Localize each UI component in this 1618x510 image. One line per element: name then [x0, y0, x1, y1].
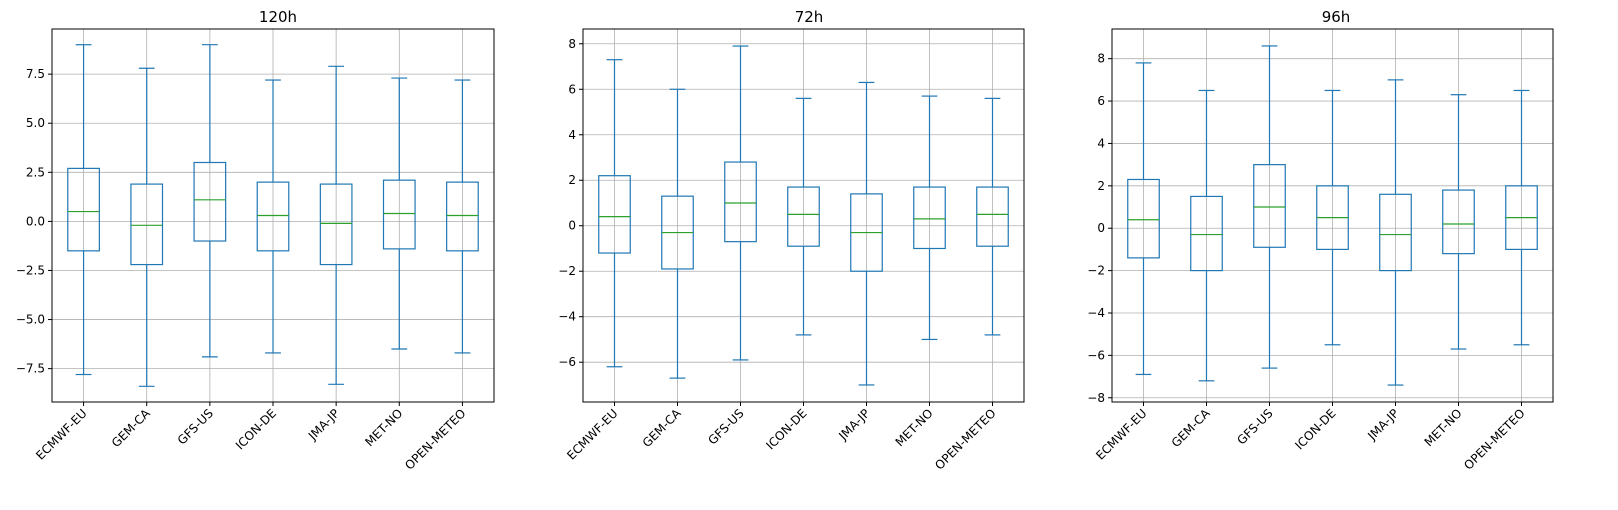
box-gem-ca: [130, 67, 164, 387]
y-tick-label: 2: [1097, 179, 1105, 193]
subplot-title: 72h: [795, 8, 824, 26]
y-tick-label: −5.0: [16, 313, 45, 327]
subplot-120h: 120h −7.5 −5.0 −2.5 0.0 2.5 5.0 7.5 ECMWF-EU GEM…: [16, 8, 495, 473]
y-axis: −7.5 −5.0 −2.5 0.0 2.5 5.0 7.5: [16, 67, 52, 376]
iqr-box: [1253, 164, 1286, 248]
x-tick-label: MET-NO: [893, 406, 936, 449]
x-tick-label: ICON-DE: [1292, 406, 1338, 452]
x-tick-label: ICON-DE: [763, 406, 809, 452]
x-tick-label: ECMWF-EU: [1093, 406, 1149, 462]
box-icon-de: [1316, 89, 1349, 346]
box-ecmwf-eu: [67, 44, 100, 376]
y-tick-label: 0: [1097, 221, 1105, 235]
y-tick-label: −4: [1087, 306, 1105, 320]
y-tick-label: 0.0: [26, 214, 45, 228]
y-axis: −8 −6 −4 −2 0 2 4 6 8: [1087, 52, 1112, 405]
box-icon-de: [787, 97, 820, 336]
x-axis: ECMWF-EU GEM-CA GFS-US ICON-DE JMA-JP MET-NOO…: [33, 402, 469, 473]
iqr-box: [1442, 189, 1475, 255]
box-gfs-us: [193, 44, 227, 358]
x-tick-label: JMA-JP: [1364, 406, 1401, 443]
subplot-96h: 96h −8 −6 −4 −2 0 2 4 6 8 ECMWF-EU GEM-CA GFS-US ICO…: [1087, 8, 1554, 473]
box-met-no: [382, 77, 416, 350]
box-ecmwf-eu: [598, 59, 631, 368]
iqr-box: [382, 179, 416, 250]
box-open-meteo: [446, 79, 479, 354]
grid-lines: [1112, 29, 1553, 402]
iqr-box: [1190, 195, 1223, 272]
y-tick-label: 2: [568, 173, 576, 187]
y-tick-label: −4: [558, 310, 576, 324]
box-jma-jp: [319, 65, 353, 385]
y-tick-label: 5.0: [26, 116, 45, 130]
box-open-meteo: [976, 97, 1009, 336]
box-jma-jp: [850, 81, 883, 386]
box-open-meteo: [1505, 89, 1538, 346]
y-tick-label: −6: [558, 355, 576, 369]
x-tick-label: ECMWF-EU: [33, 406, 89, 462]
iqr-box: [446, 181, 479, 252]
x-tick-label: JMA-JP: [305, 406, 342, 443]
x-axis: ECMWF-EU GEM-CA GFS-US ICON-DE JMA-JP MET-NOO…: [1093, 402, 1528, 473]
box-ecmwf-eu: [1127, 62, 1160, 376]
y-tick-label: −2: [1087, 264, 1105, 278]
x-tick-label: GFS-US: [1234, 406, 1275, 447]
x-tick-label: JMA-JP: [835, 406, 872, 443]
x-tick-label: GFS-US: [705, 406, 746, 447]
x-tick-label: GEM-CA: [1169, 406, 1214, 451]
y-tick-label: 8: [568, 37, 576, 51]
iqr-box: [913, 186, 946, 250]
box-icon-de: [256, 79, 290, 354]
iqr-box: [1379, 193, 1412, 272]
y-tick-label: −2.5: [16, 263, 45, 277]
iqr-box: [256, 181, 290, 252]
box-gfs-us: [1253, 45, 1286, 369]
box-gem-ca: [661, 88, 694, 379]
iqr-box: [976, 186, 1009, 247]
x-tick-label: ECMWF-EU: [564, 406, 620, 462]
subplot-72h: 72h −6 −4 −2 0 2 4 6 8 ECMWF-EU GEM-CA GFS-US ICON-…: [558, 8, 1025, 473]
x-axis: ECMWF-EU GEM-CA GFS-US ICON-DE JMA-JP MET-NOO…: [564, 402, 999, 473]
grid-lines: [583, 29, 1024, 402]
iqr-box: [724, 161, 757, 243]
y-tick-label: −2: [558, 264, 576, 278]
y-tick-label: 0: [568, 219, 576, 233]
y-tick-label: 2.5: [26, 165, 45, 179]
box-gfs-us: [724, 45, 757, 361]
box-met-no: [913, 95, 946, 341]
x-tick-label: MET-NO: [362, 406, 405, 449]
y-tick-label: −7.5: [16, 362, 45, 376]
y-tick-label: −8: [1087, 391, 1105, 405]
x-tick-label: GEM-CA: [640, 406, 685, 451]
y-tick-label: 6: [568, 82, 576, 96]
y-tick-label: −6: [1087, 348, 1105, 362]
y-axis: −6 −4 −2 0 2 4 6 8: [558, 37, 583, 369]
y-tick-label: 8: [1097, 52, 1105, 66]
box-jma-jp: [1379, 79, 1412, 386]
x-tick-label: OPEN-METEO: [1461, 406, 1527, 472]
iqr-box: [1127, 178, 1160, 259]
iqr-box: [193, 161, 227, 242]
x-tick-label: OPEN-METEO: [932, 406, 998, 472]
y-tick-label: 4: [1097, 136, 1105, 150]
iqr-box: [598, 175, 631, 254]
x-tick-label: GFS-US: [175, 406, 216, 447]
subplot-title: 96h: [1322, 8, 1351, 26]
x-tick-label: ICON-DE: [233, 406, 279, 452]
subplot-title: 120h: [259, 8, 297, 26]
y-tick-label: 7.5: [26, 67, 45, 81]
y-tick-label: 6: [1097, 94, 1105, 108]
iqr-box: [67, 167, 100, 252]
box-met-no: [1442, 94, 1475, 350]
x-tick-label: OPEN-METEO: [402, 406, 468, 472]
y-tick-label: 4: [568, 128, 576, 142]
x-tick-label: GEM-CA: [109, 406, 154, 451]
iqr-box: [130, 183, 164, 266]
iqr-box: [787, 186, 820, 247]
box-gem-ca: [1190, 89, 1223, 382]
x-tick-label: MET-NO: [1422, 406, 1465, 449]
iqr-box: [319, 183, 353, 266]
